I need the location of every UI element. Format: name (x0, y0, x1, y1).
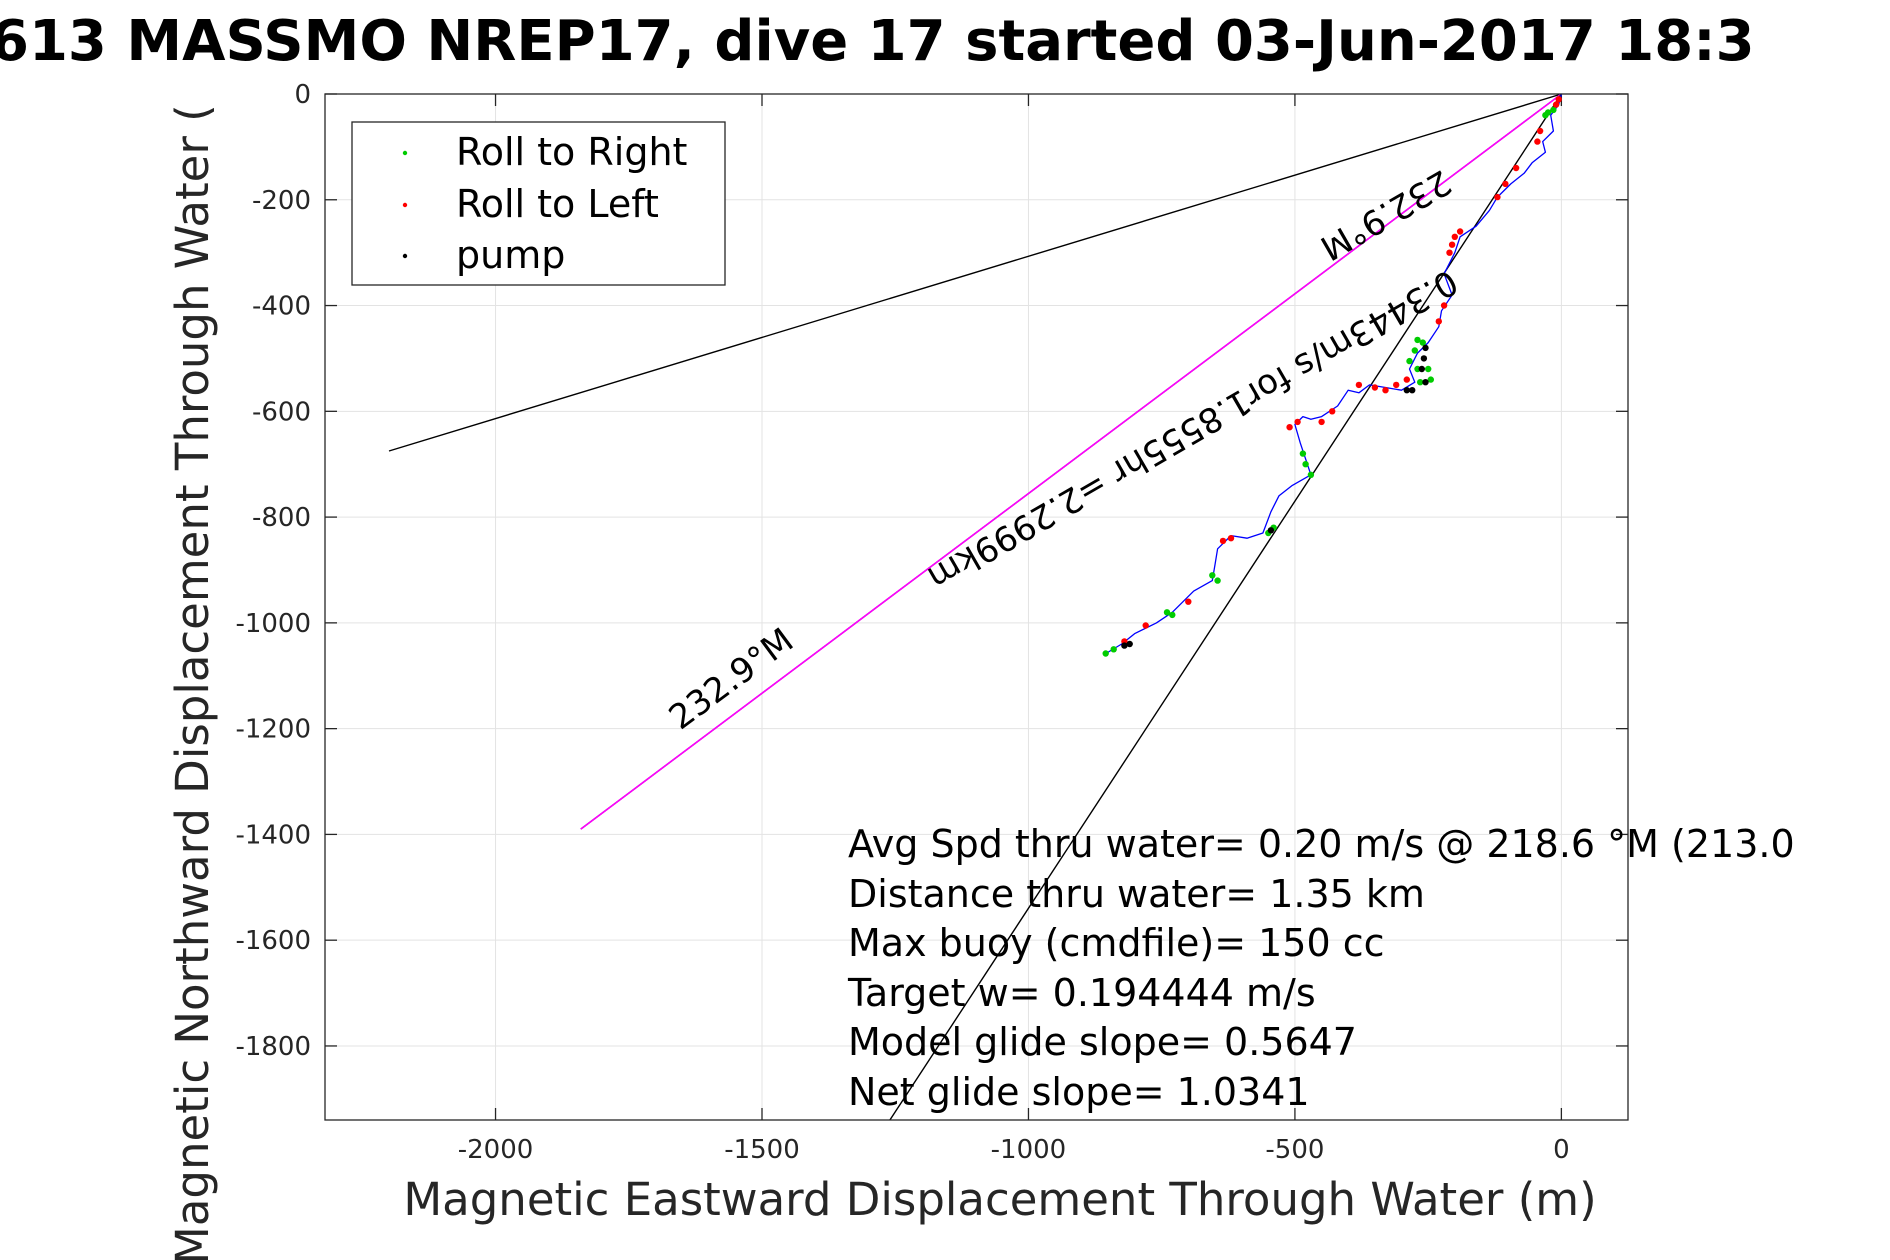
x-tick-label: -1000 (991, 1135, 1067, 1165)
pump-point (1418, 365, 1426, 373)
legend-label-pump: pump (456, 233, 565, 277)
roll-left-point (1534, 138, 1541, 145)
pump-point (1121, 642, 1128, 649)
y-tick-label: -600 (252, 397, 311, 427)
legend-marker-roll-right (402, 150, 408, 156)
stat-net-glide-slope: Net glide slope= 1.0341 (848, 1070, 1310, 1114)
pump-point (1420, 355, 1428, 362)
roll-right-point (1406, 357, 1413, 365)
y-axis-label: Magnetic Northward Displacement Through … (166, 104, 219, 1260)
roll-right-point (1169, 611, 1176, 619)
pump-point (1422, 379, 1429, 386)
roll-markers (1102, 96, 1562, 657)
x-axis-label: Magnetic Eastward Displacement Through W… (403, 1173, 1596, 1226)
y-tick-label: -400 (252, 292, 311, 322)
reference-line-1 (388, 93, 1562, 452)
roll-left-point (1512, 164, 1520, 172)
legend-marker-pump (402, 253, 408, 259)
roll-left-point (1185, 598, 1192, 605)
y-tick-label: -1400 (235, 820, 311, 850)
roll-left-point (1318, 418, 1325, 426)
stat-avg-speed: Avg Spd thru water= 0.20 m/s @ 218.6 °M … (848, 822, 1795, 866)
chart-title: 613 MASSMO NREP17, dive 17 started 03-Ju… (0, 9, 1755, 74)
roll-left-point (1219, 537, 1227, 545)
roll-left-point (1555, 96, 1562, 103)
roll-left-point (1355, 381, 1363, 389)
roll-left-point (1536, 127, 1544, 135)
legend-marker-roll-left (402, 202, 408, 208)
pump-point (1126, 640, 1133, 648)
legend-label-roll-right: Roll to Right (456, 130, 687, 174)
roll-left-point (1329, 408, 1336, 415)
roll-right-point (1419, 339, 1427, 346)
roll-left-point (1435, 318, 1443, 325)
reference-line-3 (580, 93, 1562, 830)
roll-left-point (1371, 384, 1379, 391)
roll-right-point (1427, 376, 1435, 383)
roll-right-point (1307, 471, 1315, 478)
roll-left-point (1502, 180, 1509, 188)
roll-right-point (1299, 450, 1307, 457)
roll-right-point (1209, 572, 1216, 579)
reference-lines (388, 93, 1562, 1121)
roll-left-point (1403, 376, 1411, 383)
stat-model-glide-slope: Model glide slope= 0.5647 (848, 1020, 1357, 1064)
roll-left-point (1448, 241, 1456, 248)
pump-point (1409, 387, 1416, 394)
pump-point (1403, 387, 1411, 394)
roll-right-point (1302, 461, 1309, 468)
roll-left-point (1294, 418, 1301, 426)
roll-left-point (1227, 535, 1235, 542)
stat-target-w: Target w= 0.194444 m/s (847, 971, 1316, 1015)
roll-left-point (1446, 249, 1453, 256)
x-tick-label: -1500 (724, 1135, 800, 1165)
y-tick-label: -1800 (235, 1032, 311, 1062)
roll-right-point (1102, 650, 1109, 657)
plot-frame (324, 93, 1629, 1121)
x-tick-label: -2000 (458, 1135, 534, 1165)
legend-label-roll-left: Roll to Left (456, 182, 659, 226)
roll-right-point (1411, 347, 1419, 354)
roll-left-point (1393, 381, 1400, 389)
y-tick-labels: 0 -200 -400 -600 -800 -1000 -1200 -1400 -1600 -18… (235, 80, 311, 1062)
pump-point (1422, 344, 1429, 352)
roll-right-point (1414, 336, 1421, 344)
roll-right-point (1550, 106, 1557, 114)
y-tick-label: -1600 (235, 926, 311, 956)
y-tick-label: -1000 (235, 609, 311, 639)
roll-left-point (1440, 302, 1448, 309)
roll-right-point (1417, 379, 1424, 386)
roll-right-point (1110, 646, 1117, 653)
roll-left-point (1451, 233, 1459, 240)
pump-point (1267, 527, 1275, 534)
x-tick-label: -500 (1265, 1135, 1324, 1165)
x-tick-label: 0 (1553, 1135, 1570, 1165)
stat-distance: Distance thru water= 1.35 km (848, 872, 1425, 916)
roll-left-point (1286, 424, 1293, 431)
y-tick-label: -1200 (235, 715, 311, 745)
roll-left-point (1552, 101, 1560, 108)
y-tick-label: -200 (252, 186, 311, 216)
roll-left-point (1494, 193, 1501, 201)
roll-right-point (1163, 609, 1171, 616)
roll-right-point (1425, 365, 1432, 373)
stats-block: Avg Spd thru water= 0.20 m/s @ 218.6 °M … (847, 822, 1795, 1114)
roll-left-point (1382, 387, 1389, 394)
roll-left-point (1456, 228, 1464, 235)
reference-line-4 (889, 93, 1562, 1121)
roll-right-point (1214, 577, 1221, 584)
roll-right-point (1542, 112, 1549, 119)
x-tick-labels: -2000 -1500 -1000 -500 0 (458, 1135, 1570, 1165)
y-tick-label: 0 (294, 80, 311, 110)
legend-box (351, 121, 726, 286)
stat-max-buoy: Max buoy (cmdfile)= 150 cc (848, 921, 1385, 965)
legend: Roll to Right Roll to Left pump (351, 121, 726, 286)
y-tick-label: -800 (252, 503, 311, 533)
roll-left-point (1142, 622, 1149, 629)
